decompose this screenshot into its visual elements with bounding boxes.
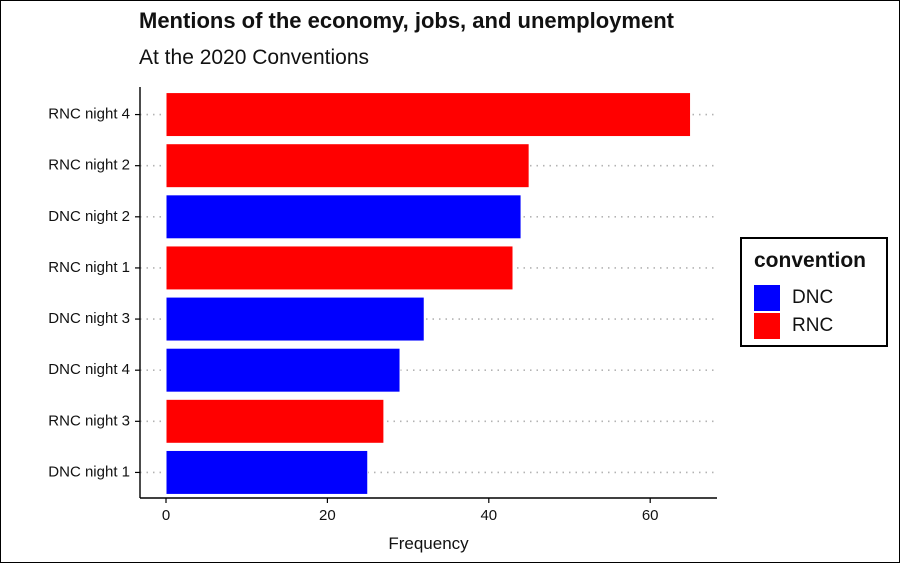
- legend-swatch-rnc: [754, 313, 780, 339]
- bar-rnc-night-3: [165, 398, 385, 444]
- bar-rnc-night-2: [165, 143, 530, 189]
- legend-item-dnc: DNC: [754, 285, 833, 311]
- x-tick-label: 0: [162, 507, 170, 524]
- bar-dnc-night-4: [165, 347, 401, 393]
- y-tick-label: RNC night 3: [48, 412, 130, 429]
- y-tick-label: DNC night 1: [48, 463, 130, 480]
- x-tick-label: 60: [642, 507, 659, 524]
- y-tick-label: RNC night 4: [48, 106, 130, 123]
- chart-subtitle: At the 2020 Conventions: [139, 46, 369, 69]
- bar-rnc-night-4: [165, 92, 692, 138]
- x-tick-label: 40: [480, 507, 497, 524]
- bar-dnc-night-2: [165, 194, 522, 240]
- bar-rnc-night-1: [165, 245, 514, 291]
- bar-dnc-night-1: [165, 449, 369, 495]
- y-tick-label: DNC night 3: [48, 310, 130, 327]
- bar-dnc-night-3: [165, 296, 425, 342]
- x-axis-title: Frequency: [388, 534, 469, 553]
- legend-label-dnc: DNC: [792, 287, 834, 308]
- chart-title: Mentions of the economy, jobs, and unemp…: [139, 8, 674, 33]
- y-tick-label: RNC night 2: [48, 157, 130, 174]
- y-tick-label: DNC night 4: [48, 361, 130, 378]
- legend-swatch-dnc: [754, 285, 780, 311]
- legend-item-rnc: RNC: [754, 313, 833, 339]
- x-tick-label: 20: [319, 507, 336, 524]
- legend-title: convention: [754, 249, 867, 272]
- legend: convention DNC RNC: [740, 237, 888, 347]
- y-tick-label: RNC night 1: [48, 259, 130, 276]
- legend-label-rnc: RNC: [792, 315, 834, 336]
- y-tick-label: DNC night 2: [48, 208, 130, 225]
